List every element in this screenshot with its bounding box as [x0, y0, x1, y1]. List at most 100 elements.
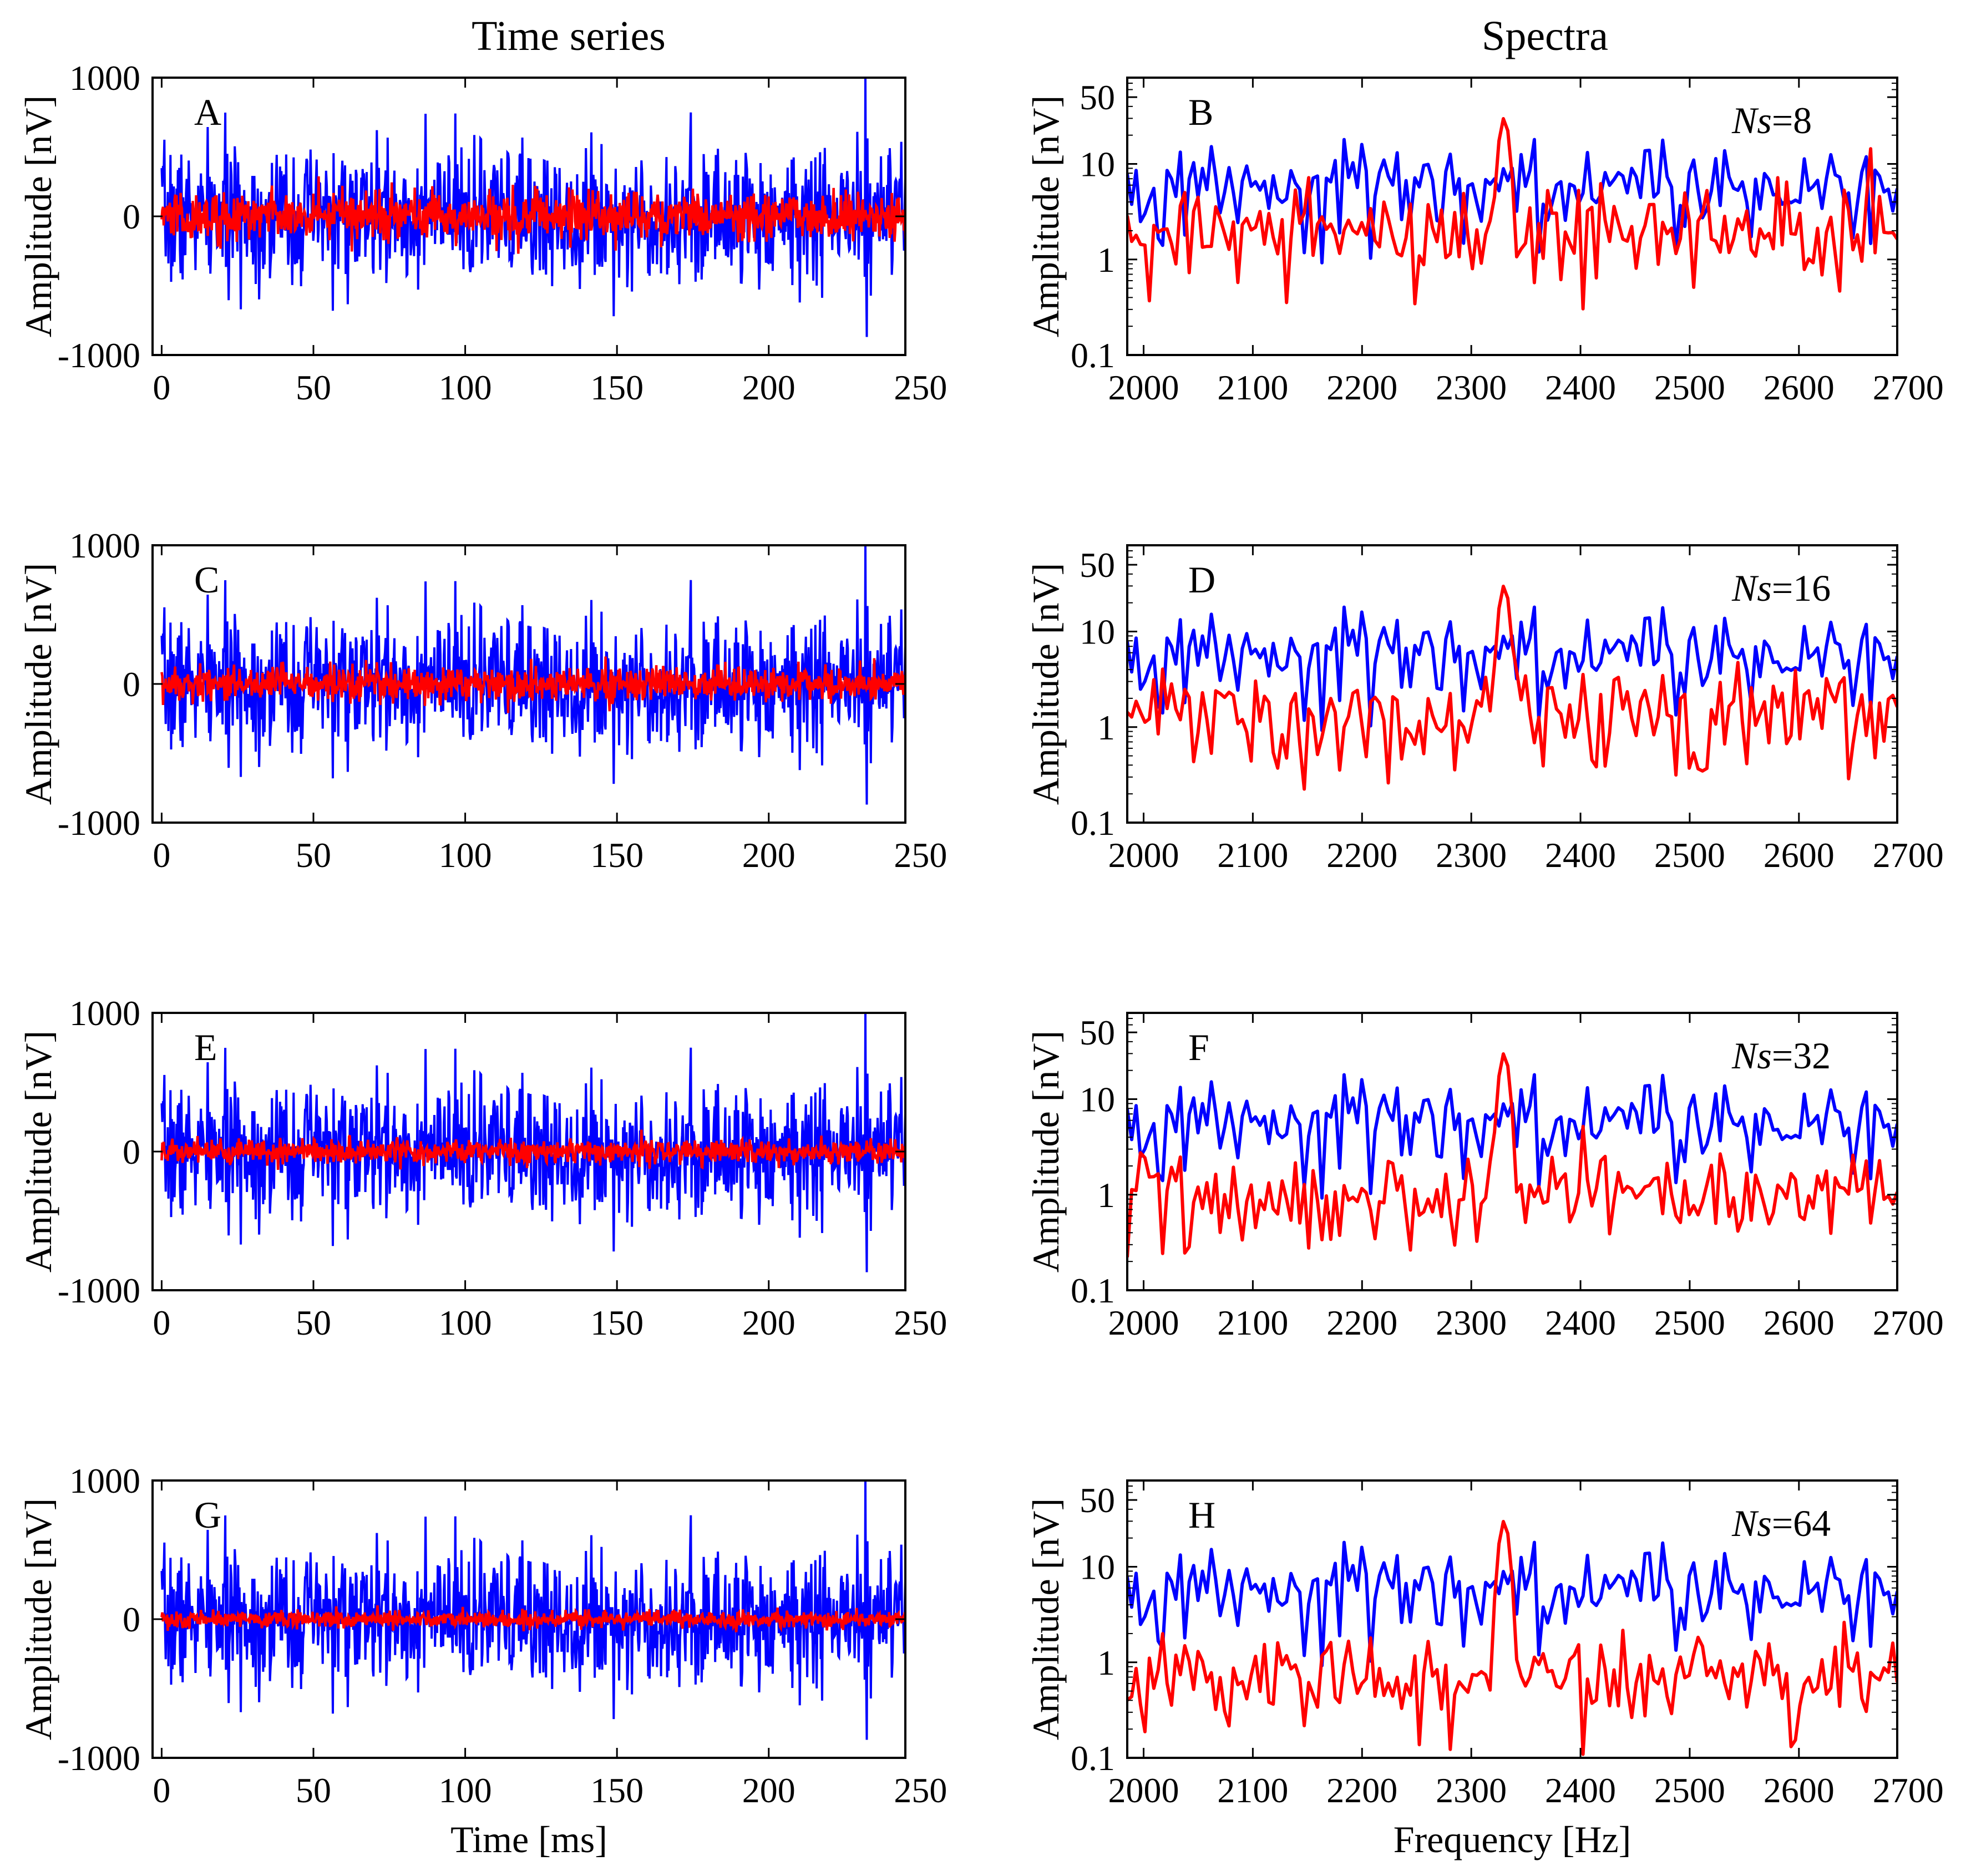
y-tick-label: 50	[1080, 1480, 1115, 1520]
x-tick-label: 2000	[1108, 1303, 1179, 1342]
y-tick-label: 1	[1097, 240, 1115, 280]
axes-frame	[1126, 77, 1898, 356]
ns-annotation: Ns=16	[1731, 567, 1831, 609]
x-axis-ticks: 2000 2100 2200 2300 2400 2500 2600 2700	[1108, 1013, 1944, 1342]
x-axis-ticks: 0 50 100 150 200 250	[153, 545, 947, 875]
series-raw-line	[160, 1480, 905, 1740]
y-tick-label: 1	[1097, 1643, 1115, 1682]
series-group	[1127, 1520, 1897, 1756]
y-tick-label: 0	[123, 197, 140, 236]
panel-d: 2000 2100 2200 2300 2400 2500 2600 2700 0.1 1 10 50…	[1025, 544, 1944, 875]
x-tick-label: 2300	[1436, 368, 1507, 407]
axes-frame	[1126, 1012, 1898, 1291]
y-tick-label: -1000	[58, 1271, 140, 1310]
series-stacked-spectrum-line	[1127, 585, 1897, 791]
column-title-spectra: Spectra	[1482, 13, 1608, 59]
x-tick-label: 200	[742, 368, 796, 407]
x-tick-label: 250	[894, 835, 947, 875]
y-axis-ticks: -1000 0 1000	[58, 993, 905, 1310]
x-tick-label: 150	[590, 835, 644, 875]
y-axis-ticks: 0.1 1 10 50	[1071, 78, 1897, 375]
x-tick-label: 2700	[1873, 1771, 1944, 1810]
series-stacked-spectrum-line	[1127, 117, 1897, 311]
series-stacked-line	[160, 176, 905, 254]
x-tick-label: 2500	[1654, 1771, 1725, 1810]
ns-value: =32	[1772, 1035, 1831, 1077]
y-tick-label: 1000	[69, 58, 140, 98]
x-axis-ticks: 2000 2100 2200 2300 2400 2500 2600 2700	[1108, 1480, 1944, 1810]
x-tick-label: 2200	[1326, 835, 1397, 875]
panel-c: 0 50 100 150 200 250 -1000 0 1000 Amplitude [nV] C	[17, 526, 947, 875]
panel-letter: F	[1188, 1026, 1209, 1068]
y-tick-label: 1000	[69, 1461, 140, 1500]
panel-letter: D	[1188, 559, 1215, 601]
y-tick-label: 0.1	[1071, 803, 1115, 843]
x-tick-label: 2000	[1108, 835, 1179, 875]
x-axis-label: Frequency [Hz]	[1394, 1818, 1631, 1860]
series-stacked-spectrum-line	[1127, 1520, 1897, 1756]
y-tick-label: -1000	[58, 1738, 140, 1778]
ns-value: =8	[1772, 99, 1812, 141]
y-axis-label: Amplitude [nV]	[1025, 95, 1067, 337]
y-tick-label: 1	[1097, 708, 1115, 747]
y-tick-label: 1	[1097, 1175, 1115, 1215]
panel-letter: E	[194, 1026, 217, 1068]
ns-symbol: Ns	[1731, 1035, 1772, 1077]
x-axis-ticks: 0 50 100 150 200 250	[153, 1480, 947, 1810]
y-tick-label: 0	[123, 665, 140, 704]
panel-letter: A	[194, 91, 221, 133]
series-raw-line	[160, 1013, 905, 1272]
y-tick-label: 10	[1080, 612, 1115, 652]
ns-annotation: Ns=64	[1731, 1502, 1831, 1544]
x-tick-label: 0	[153, 835, 170, 875]
ns-symbol: Ns	[1731, 567, 1772, 609]
y-axis-ticks: -1000 0 1000	[58, 1461, 905, 1778]
x-tick-label: 200	[742, 835, 796, 875]
x-tick-label: 2100	[1217, 1303, 1288, 1342]
y-axis-label: Amplitude [nV]	[1025, 1031, 1067, 1272]
x-tick-label: 250	[894, 1303, 947, 1342]
x-tick-label: 2100	[1217, 1771, 1288, 1810]
y-tick-label: 0	[123, 1132, 140, 1172]
x-tick-label: 100	[439, 1303, 492, 1342]
x-axis-ticks: 2000 2100 2200 2300 2400 2500 2600 2700	[1108, 545, 1944, 875]
x-tick-label: 2600	[1764, 1771, 1835, 1810]
panel-letter: B	[1188, 91, 1213, 133]
y-axis-ticks: 0.1 1 10 50	[1071, 1480, 1897, 1778]
ns-symbol: Ns	[1731, 1502, 1772, 1544]
x-tick-label: 200	[742, 1303, 796, 1342]
x-tick-label: 150	[590, 368, 644, 407]
x-tick-label: 100	[439, 1771, 492, 1810]
x-tick-label: 2000	[1108, 1771, 1179, 1810]
x-tick-label: 250	[894, 1771, 947, 1810]
x-axis-ticks: 0 50 100 150 200 250	[153, 78, 947, 407]
y-tick-label: 1000	[69, 526, 140, 565]
y-tick-label: 0.1	[1071, 336, 1115, 375]
x-tick-label: 2700	[1873, 1303, 1944, 1342]
panel-h: 2000 2100 2200 2300 2400 2500 2600 2700 0.1 1 10 50…	[1025, 1479, 1944, 1860]
y-tick-label: 0.1	[1071, 1271, 1115, 1310]
ns-value: =16	[1772, 567, 1831, 609]
y-axis-label: Amplitude [nV]	[1025, 563, 1067, 805]
x-axis-ticks: 2000 2100 2200 2300 2400 2500 2600 2700	[1108, 78, 1944, 407]
x-tick-label: 2400	[1545, 1303, 1616, 1342]
x-tick-label: 100	[439, 835, 492, 875]
x-tick-label: 2300	[1436, 835, 1507, 875]
y-tick-label: -1000	[58, 803, 140, 843]
y-axis-ticks: -1000 0 1000	[58, 58, 905, 375]
x-tick-label: 0	[153, 1771, 170, 1810]
x-tick-label: 2400	[1545, 1771, 1616, 1810]
panel-letter: G	[194, 1494, 221, 1536]
x-tick-label: 2600	[1764, 835, 1835, 875]
y-tick-label: 10	[1080, 1548, 1115, 1587]
series-stacked-line	[160, 1129, 905, 1170]
column-title-time-series: Time series	[472, 13, 666, 59]
series-raw-spectrum-line	[1127, 605, 1897, 732]
y-tick-label: 50	[1080, 78, 1115, 117]
y-axis-label: Amplitude [nV]	[17, 95, 59, 337]
series-group	[160, 1480, 905, 1740]
panel-f: 2000 2100 2200 2300 2400 2500 2600 2700 0.1 1 10 50…	[1025, 1012, 1944, 1342]
